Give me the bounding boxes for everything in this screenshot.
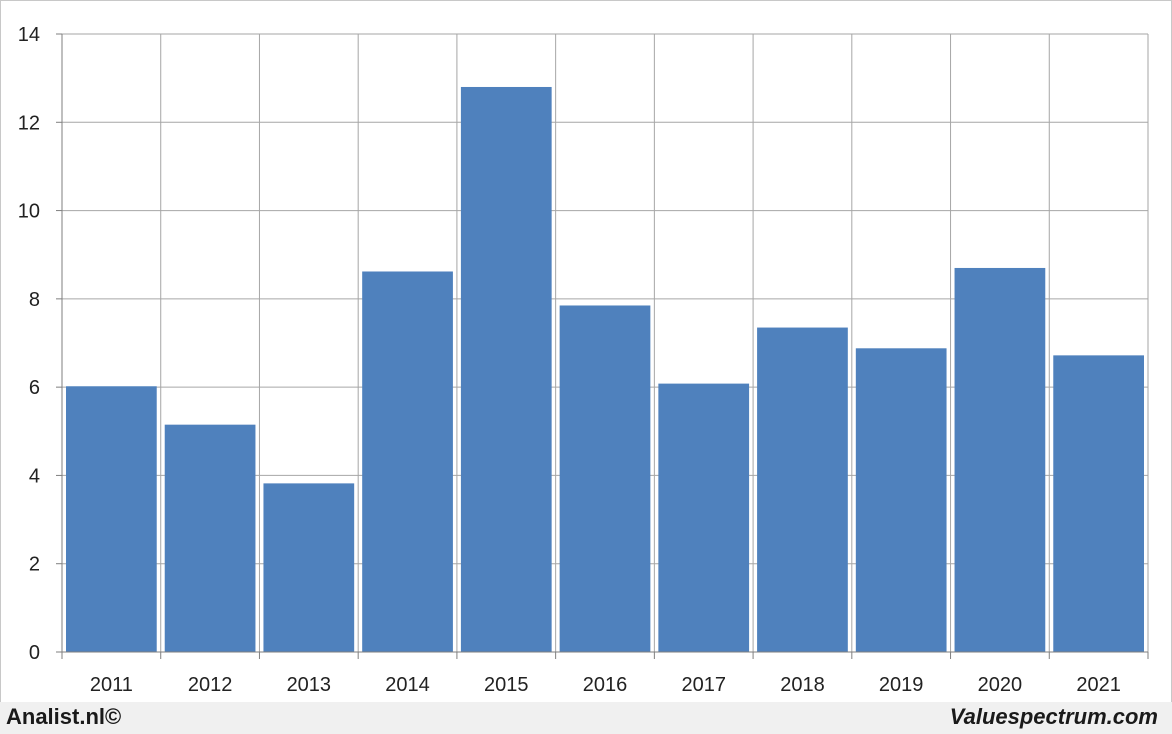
footer-brand-left: Analist.nl© xyxy=(6,704,122,729)
footer-brand-right: Valuespectrum.com xyxy=(949,704,1158,729)
y-tick-labels: 0 2 4 6 8 10 12 14 xyxy=(18,24,40,664)
bar-2012 xyxy=(164,424,256,652)
y-tick-label: 14 xyxy=(18,24,40,46)
x-tick-label: 2013 xyxy=(287,674,332,696)
x-tick-label: 2019 xyxy=(879,674,924,696)
y-tick-label: 0 xyxy=(29,642,40,664)
y-tick-label: 10 xyxy=(18,201,40,223)
x-tick-label: 2020 xyxy=(978,674,1023,696)
x-tick-label: 2021 xyxy=(1076,674,1121,696)
y-tick-label: 2 xyxy=(29,554,40,576)
bar-2017 xyxy=(658,383,750,652)
bar-2020 xyxy=(954,267,1046,652)
x-tick-label: 2018 xyxy=(780,674,825,696)
bar-chart: 0 2 4 6 8 10 12 14 2011 2012 2013 2014 2015 2016 2017… xyxy=(18,24,1149,696)
bar-2016 xyxy=(559,305,651,652)
x-tick-labels: 2011 2012 2013 2014 2015 2016 2017 2018 2019 2020… xyxy=(90,674,1121,696)
y-tick-label: 8 xyxy=(29,289,40,311)
bar-2011 xyxy=(66,386,157,652)
bar-2018 xyxy=(757,327,848,652)
bar-2015 xyxy=(460,86,552,652)
x-tick-label: 2016 xyxy=(583,674,628,696)
x-tick-label: 2014 xyxy=(385,674,430,696)
y-tick-label: 12 xyxy=(18,112,40,134)
bars xyxy=(66,86,1144,652)
bar-2014 xyxy=(362,271,453,652)
x-tick-label: 2012 xyxy=(188,674,233,696)
x-tick-label: 2017 xyxy=(681,674,726,696)
bar-2021 xyxy=(1053,355,1144,652)
x-tick-label: 2015 xyxy=(484,674,529,696)
axes xyxy=(56,33,1149,659)
x-tick-label: 2011 xyxy=(90,674,133,696)
footer-bar: Analist.nl© Valuespectrum.com xyxy=(0,702,1172,734)
y-tick-label: 4 xyxy=(29,465,40,487)
bar-2019 xyxy=(855,348,947,652)
bar-2013 xyxy=(263,483,355,652)
y-tick-label: 6 xyxy=(29,377,40,399)
